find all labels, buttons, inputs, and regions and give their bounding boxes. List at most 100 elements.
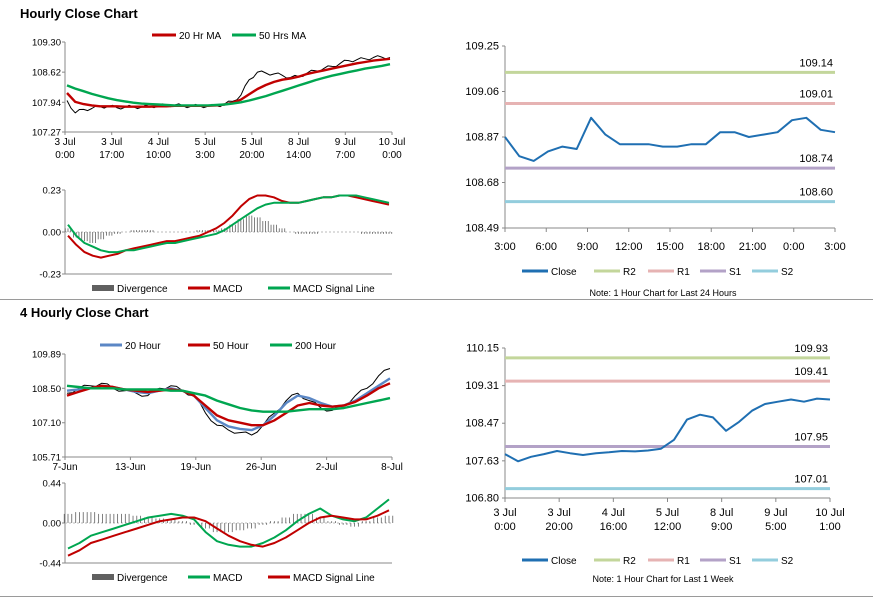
hourly-price-xtick-label: 3 Jul <box>54 137 75 148</box>
hourly-price-xtick-label: 20:00 <box>239 150 264 161</box>
hourly-legend-20hr-label: 20 Hr MA <box>179 31 222 42</box>
four-hourly-close-legend-s1-label: S1 <box>729 556 742 567</box>
hourly-close-ytick-label: 108.49 <box>465 223 499 235</box>
four-hourly-macd-ytick-label: -0.44 <box>39 559 61 570</box>
hourly-close-legend-s2-label: S2 <box>781 267 794 278</box>
hourly-legend-macd-label: MACD <box>213 284 242 295</box>
four-hourly-close-note: Note: 1 Hour Chart for Last 1 Week <box>593 574 734 584</box>
four-hourly-close-ytick-label: 110.15 <box>466 343 499 355</box>
hourly-price-xtick-label: 3:00 <box>195 150 215 161</box>
four-hourly-close-xtick-label: 12:00 <box>654 521 682 533</box>
hourly-price-xtick-label: 8 Jul <box>288 137 309 148</box>
hourly-close-xtick-label: 18:00 <box>697 241 725 253</box>
hourly-legend-signal-label: MACD Signal Line <box>293 284 375 295</box>
four-hourly-price-ytick-label: 107.10 <box>32 418 61 429</box>
section-divider <box>0 299 873 300</box>
hourly-price-xtick-label: 17:00 <box>99 150 124 161</box>
four-hourly-close-xtick-label: 5:00 <box>765 521 786 533</box>
hourly-close-level-label-r1: 109.01 <box>799 88 833 100</box>
hourly-close-level-label-s1: 108.74 <box>799 153 833 165</box>
four-hourly-close-ytick-label: 109.31 <box>465 380 499 392</box>
four-hourly-macd-series-1 <box>67 509 390 557</box>
four-hourly-price-close-line <box>66 368 391 436</box>
four-hourly-close-legend-close-label: Close <box>551 556 577 567</box>
four-hourly-close-ytick-label: 108.47 <box>465 418 499 430</box>
bottom-divider <box>0 596 873 597</box>
hourly-close-legend-r1-label: R1 <box>677 267 690 278</box>
four-hourly-price-xtick-label: 7-Jun <box>52 462 77 473</box>
hourly-macd-series-1 <box>67 194 390 254</box>
hourly-close-legend-close-label: Close <box>551 267 577 278</box>
four-hourly-close-xtick-label: 10 Jul <box>815 507 844 519</box>
four-hourly-price-series-2 <box>66 384 391 413</box>
hourly-price-ytick-label: 107.27 <box>32 128 61 139</box>
hourly-price-ytick-label: 107.94 <box>32 98 61 109</box>
four-hourly-close-xtick-label: 16:00 <box>600 521 628 533</box>
hourly-close-level-label-s2: 108.60 <box>799 187 833 199</box>
four-hourly-close-xtick-label: 9 Jul <box>764 507 787 519</box>
hourly-close-level-label-r2: 109.14 <box>799 57 833 69</box>
four-hourly-legend-200-label: 200 Hour <box>295 341 337 352</box>
four-hourly-close-xtick-label: 1:00 <box>819 521 840 533</box>
four-hourly-close-close-line <box>504 397 831 463</box>
hourly-legend-50hr-label: 50 Hrs MA <box>259 31 307 42</box>
hourly-macd-ytick-label: 0.23 <box>43 186 62 197</box>
hourly-price-ytick-label: 108.62 <box>32 68 61 79</box>
hourly-close-legend-r2-label: R2 <box>623 267 636 278</box>
hourly-price-xtick-label: 3 Jul <box>101 137 122 148</box>
four-hourly-close-level-label-r1: 109.41 <box>794 366 828 378</box>
four-hourly-close-legend-r1-label: R1 <box>677 556 690 567</box>
four-hourly-close-xtick-label: 9:00 <box>711 521 732 533</box>
four-hourly-close-xtick-label: 8 Jul <box>710 507 733 519</box>
hourly-price-xtick-label: 9 Jul <box>335 137 356 148</box>
four-hourly-close-xtick-label: 0:00 <box>494 521 515 533</box>
hourly-close-xtick-label: 15:00 <box>656 241 684 253</box>
hourly-close-xtick-label: 3:00 <box>494 241 515 253</box>
four-hourly-close-xtick-label: 5 Jul <box>656 507 679 519</box>
four-hourly-close-ytick-label: 106.80 <box>465 493 499 505</box>
hourly-price-series-1 <box>66 63 391 107</box>
hourly-close-ytick-label: 109.06 <box>465 86 499 98</box>
hourly-price-xtick-label: 5 Jul <box>241 137 262 148</box>
four-hourly-close-level-label-s2: 107.01 <box>794 474 828 486</box>
hourly-section-title: Hourly Close Chart <box>20 6 138 21</box>
hourly-price-xtick-label: 7:00 <box>336 150 356 161</box>
hourly-macd-ytick-label: 0.00 <box>43 228 62 239</box>
four-hourly-legend-20-label: 20 Hour <box>125 341 161 352</box>
hourly-close-xtick-label: 9:00 <box>577 241 598 253</box>
hourly-close-note: Note: 1 Hour Chart for Last 24 Hours <box>589 288 737 298</box>
hourly-price-xtick-label: 10:00 <box>146 150 171 161</box>
four-hourly-close-xtick-label: 20:00 <box>545 521 573 533</box>
four-hourly-close-legend-r2-label: R2 <box>623 556 636 567</box>
hourly-close-xtick-label: 21:00 <box>739 241 767 253</box>
four-hourly-close-xtick-label: 4 Jul <box>602 507 625 519</box>
hourly-price-xtick-label: 0:00 <box>55 150 75 161</box>
four-hourly-price-ytick-label: 109.89 <box>32 350 61 361</box>
four-hourly-close-xtick-label: 3 Jul <box>493 507 516 519</box>
four-hourly-price-xtick-label: 13-Jun <box>115 462 146 473</box>
hourly-close-close-line <box>504 116 836 162</box>
four-hourly-legend-divergence-swatch <box>92 574 114 580</box>
four-hourly-macd-ytick-label: 0.00 <box>43 519 62 530</box>
four-hourly-legend-signal-label: MACD Signal Line <box>293 573 375 584</box>
four-hourly-close-level-label-r2: 109.93 <box>794 343 828 355</box>
hourly-price-xtick-label: 14:00 <box>286 150 311 161</box>
hourly-close-ytick-label: 108.87 <box>465 132 499 144</box>
four-hourly-section-title: 4 Hourly Close Chart <box>20 305 149 320</box>
four-hourly-price-xtick-label: 2-Jul <box>316 462 338 473</box>
hourly-macd-ytick-label: -0.23 <box>39 270 61 281</box>
hourly-close-xtick-label: 3:00 <box>824 241 845 253</box>
hourly-close-legend-s1-label: S1 <box>729 267 742 278</box>
four-hourly-close-ytick-label: 107.63 <box>465 455 499 467</box>
four-hourly-close-legend-s2-label: S2 <box>781 556 794 567</box>
hourly-close-xtick-label: 12:00 <box>615 241 643 253</box>
four-hourly-price-ytick-label: 108.50 <box>32 384 61 395</box>
hourly-close-xtick-label: 6:00 <box>536 241 557 253</box>
four-hourly-price-xtick-label: 19-Jun <box>181 462 212 473</box>
four-hourly-close-level-label-s1: 107.95 <box>794 432 828 444</box>
hourly-close-ytick-label: 108.68 <box>465 177 499 189</box>
four-hourly-price-xtick-label: 26-Jun <box>246 462 277 473</box>
hourly-legend-divergence-swatch <box>92 285 114 291</box>
four-hourly-legend-50-label: 50 Hour <box>213 341 249 352</box>
hourly-price-ytick-label: 109.30 <box>32 38 61 49</box>
